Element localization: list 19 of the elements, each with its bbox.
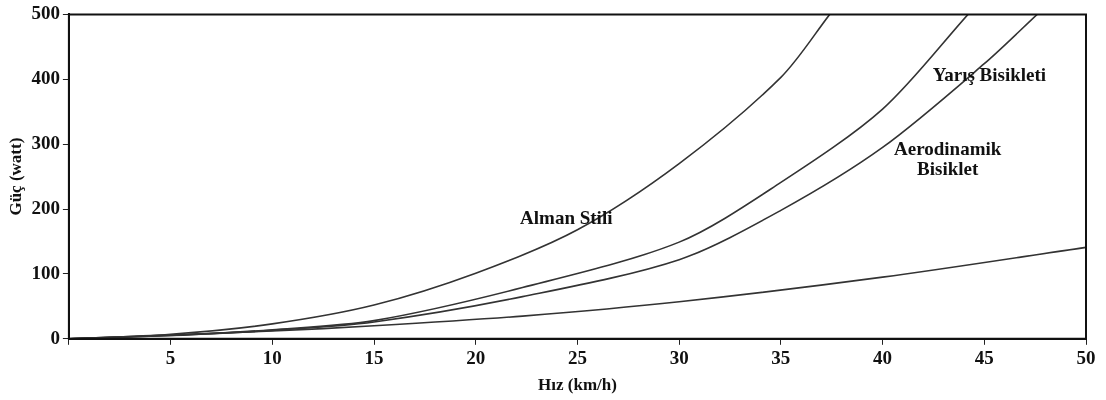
y-tick-label: 0 — [50, 326, 60, 348]
y-tick-label: 200 — [31, 196, 60, 218]
x-tick-label: 30 — [669, 347, 689, 369]
x-tick-label: 45 — [974, 347, 994, 369]
x-tick-label: 35 — [771, 347, 791, 369]
y-tick-label: 400 — [31, 67, 60, 89]
x-tick-label: 5 — [165, 347, 176, 369]
x-tick-label: 20 — [466, 347, 486, 369]
x-tick-label: 15 — [364, 347, 384, 369]
x-axis-title: Hız (km/h) — [538, 375, 617, 395]
y-tick-label: 100 — [31, 261, 60, 283]
series-label: Aerodinamik Bisiklet — [894, 138, 1002, 180]
y-axis-title: Güç (watt) — [5, 137, 25, 216]
x-tick-label: 50 — [1076, 347, 1096, 369]
x-tick-label: 40 — [873, 347, 893, 369]
y-tick-label: 300 — [31, 132, 60, 154]
x-tick-label: 25 — [567, 347, 587, 369]
x-tick-label: 10 — [262, 347, 282, 369]
y-tick-label: 500 — [31, 2, 60, 24]
